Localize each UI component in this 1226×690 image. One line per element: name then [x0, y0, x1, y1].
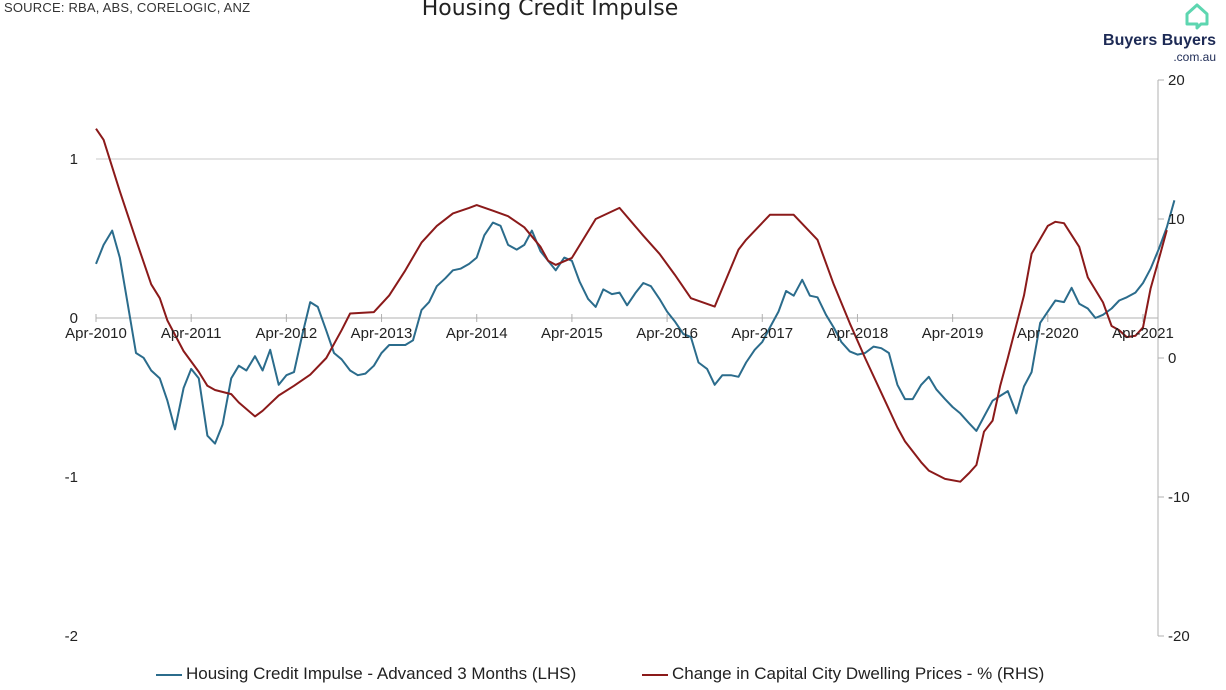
x-tick-label-6: Apr-2016	[636, 325, 698, 342]
legend-label-dwelling-prices: Change in Capital City Dwelling Prices -…	[672, 664, 1045, 683]
logo-domain: .com.au	[1173, 50, 1216, 64]
legend-item-dwelling-prices: Change in Capital City Dwelling Prices -…	[642, 664, 1044, 684]
x-tick-label-8: Apr-2018	[827, 325, 889, 342]
series-line-1	[95, 128, 1168, 483]
right-tick-label-4: 20	[1168, 72, 1185, 89]
chart-title: Housing Credit Impulse	[421, 0, 679, 21]
house-pin-icon	[1185, 3, 1209, 30]
right-tick-label-3: 10	[1168, 211, 1185, 228]
x-tick-label-4: Apr-2014	[446, 325, 508, 342]
legend-swatch-dwelling-prices	[642, 673, 668, 676]
axes	[95, 79, 1164, 637]
series-lines	[95, 128, 1176, 483]
x-tick-label-9: Apr-2019	[922, 325, 984, 342]
brand-logo: Buyers Buyers .com.au	[1096, 0, 1216, 70]
left-tick-label-3: 1	[70, 151, 78, 168]
x-tick-label-5: Apr-2015	[541, 325, 603, 342]
legend-label-credit-impulse: Housing Credit Impulse - Advanced 3 Mont…	[186, 664, 577, 683]
right-tick-label-2: 0	[1168, 350, 1176, 367]
source-note: SOURCE: RBA, ABS, CORELOGIC, ANZ	[4, 0, 251, 15]
x-tick-label-3: Apr-2013	[351, 325, 413, 342]
legend-swatch-credit-impulse	[156, 673, 182, 676]
x-tick-label-10: Apr-2020	[1017, 325, 1079, 342]
left-tick-label-0: -2	[65, 628, 78, 645]
x-tick-label-11: Apr-2021	[1112, 325, 1174, 342]
series-line-0	[95, 200, 1176, 445]
x-tick-label-2: Apr-2012	[256, 325, 318, 342]
right-tick-label-0: -20	[1168, 628, 1190, 645]
logo-name: Buyers Buyers	[1103, 32, 1216, 49]
legend: Housing Credit Impulse - Advanced 3 Mont…	[0, 664, 1226, 688]
x-tick-label-0: Apr-2010	[65, 325, 127, 342]
left-tick-label-1: -1	[65, 469, 78, 486]
x-tick-label-7: Apr-2017	[731, 325, 793, 342]
x-tick-label-1: Apr-2011	[161, 325, 222, 342]
left-tick-label-2: 0	[70, 310, 78, 327]
right-tick-label-1: -10	[1168, 489, 1190, 506]
legend-item-credit-impulse: Housing Credit Impulse - Advanced 3 Mont…	[156, 664, 576, 684]
